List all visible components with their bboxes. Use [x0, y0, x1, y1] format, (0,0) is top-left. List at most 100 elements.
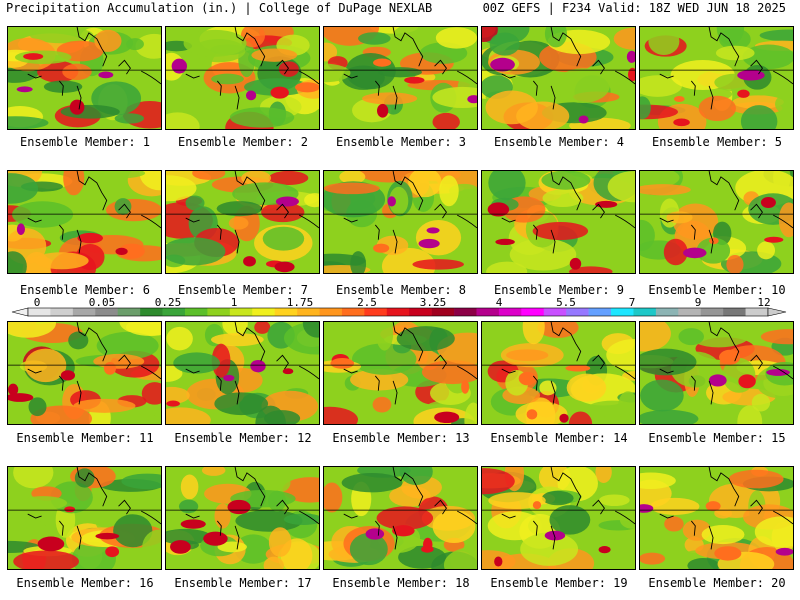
precip-core [8, 393, 34, 402]
ensemble-member-map [639, 321, 794, 425]
coastline [343, 467, 477, 550]
precip-contour [121, 473, 161, 490]
precip-contour [399, 467, 433, 485]
precip-core [737, 69, 765, 81]
ensemble-member-label: Ensemble Member: 2 [177, 135, 309, 149]
precip-core [387, 196, 396, 207]
precip-contour [732, 95, 784, 109]
colorbar-swatch [229, 308, 253, 316]
colorbar-tick-label: 4 [495, 296, 503, 309]
precip-contour [486, 261, 528, 273]
precip-contour [464, 402, 477, 424]
precip-contour [775, 94, 793, 114]
colorbar-tick-label: 0.25 [154, 296, 182, 309]
precip-contour [759, 29, 793, 42]
ensemble-member-label: Ensemble Member: 18 [332, 576, 470, 590]
precip-contour [261, 202, 305, 223]
precip-core [518, 371, 537, 386]
precip-core [170, 540, 191, 554]
precip-core [673, 118, 690, 127]
precip-contour [607, 171, 635, 203]
precip-contour [211, 333, 264, 347]
coastline [185, 322, 319, 405]
precip-core [708, 374, 727, 387]
precip-core [775, 547, 793, 556]
precip-contour [63, 171, 85, 196]
precip-contour [586, 400, 635, 417]
colorbar-tick-label: 0.05 [88, 296, 116, 309]
colorbar-swatch [431, 308, 455, 316]
precip-contour [142, 529, 161, 566]
colorbar-swatch [655, 308, 679, 316]
precip-contour [60, 104, 120, 119]
precip-contour [515, 401, 568, 424]
precip-contour [482, 468, 515, 495]
precip-map [640, 171, 793, 273]
precip-contour [396, 326, 455, 352]
precip-contour [83, 171, 146, 179]
precip-core [683, 247, 707, 259]
precip-core [365, 528, 385, 540]
precip-contour [701, 525, 745, 545]
precip-contour [620, 555, 635, 569]
precip-contour [442, 483, 467, 502]
ensemble-member-map [165, 466, 320, 570]
precip-contour [375, 322, 394, 351]
precip-core [737, 89, 750, 98]
precip-core [626, 50, 635, 63]
precip-contour [698, 95, 736, 122]
precip-contour [599, 494, 630, 507]
precip-core [526, 409, 538, 420]
precip-contour [135, 33, 161, 59]
precip-contour [8, 173, 39, 204]
precip-map [166, 171, 319, 273]
precip-map [482, 171, 635, 273]
precip-core [640, 504, 654, 513]
precip-contour [126, 322, 161, 336]
precip-contour [234, 534, 273, 564]
ensemble-member-label: Ensemble Member: 12 [174, 431, 312, 445]
precip-contour [372, 396, 392, 413]
precip-contour [114, 198, 132, 215]
precip-core [330, 357, 355, 369]
precip-contour [432, 509, 476, 544]
precip-map [166, 322, 319, 424]
colorbar-swatch [162, 308, 186, 316]
precip-contour [640, 379, 684, 412]
ensemble-member-map [481, 170, 636, 274]
ensemble-member-map [481, 26, 636, 130]
precip-core [764, 236, 784, 243]
precip-contour [350, 369, 409, 391]
precip-contour [539, 380, 557, 396]
ensemble-member-label: Ensemble Member: 19 [490, 576, 628, 590]
precip-contour [214, 392, 269, 416]
precip-contour [105, 198, 161, 222]
precip-core [223, 374, 235, 382]
precip-map [8, 171, 161, 273]
precip-contour [180, 474, 199, 500]
precip-contour [28, 397, 47, 417]
precip-contour [94, 498, 115, 533]
coastline [343, 27, 477, 110]
precip-contour [339, 171, 366, 184]
precip-contour [640, 409, 699, 424]
coastline [659, 27, 793, 110]
precip-map [324, 27, 477, 129]
precip-contour [439, 175, 459, 207]
colorbar-swatch [386, 308, 410, 316]
colorbar-swatch [95, 308, 118, 316]
ensemble-member-map [323, 26, 478, 130]
precip-contour [228, 216, 249, 230]
precip-map [640, 27, 793, 129]
precip-contour [255, 405, 286, 424]
ensemble-member-label: Ensemble Member: 3 [335, 135, 467, 149]
ensemble-member-label: Ensemble Member: 8 [335, 283, 467, 297]
precip-core [708, 237, 719, 245]
precip-core [544, 530, 566, 541]
precip-core [487, 202, 510, 217]
precip-core [16, 86, 33, 93]
precip-contour [302, 322, 319, 338]
precip-core [295, 82, 319, 93]
precip-contour [509, 238, 577, 271]
precip-core [95, 532, 120, 540]
